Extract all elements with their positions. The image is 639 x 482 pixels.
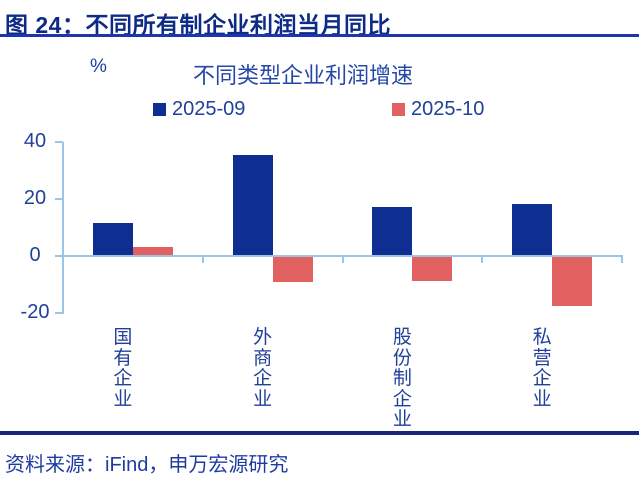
- y-axis-line: [62, 142, 64, 314]
- bar-2025-10-0: [132, 247, 173, 256]
- figure-title: 图 24：不同所有制企业利润当月同比: [5, 12, 391, 38]
- legend-label-2025-09: 2025-09: [172, 98, 246, 120]
- x-axis-tick: [341, 257, 344, 263]
- category-label: 股份制企业: [392, 327, 412, 430]
- bar-2025-09-2: [372, 207, 413, 256]
- y-axis-unit-label: %: [90, 56, 107, 77]
- bottom-rule: [0, 431, 639, 435]
- bar-2025-09-1: [232, 154, 273, 256]
- y-axis-tick: [55, 198, 63, 200]
- y-axis-tick: [55, 141, 63, 143]
- y-tick-label: 20: [23, 187, 47, 209]
- legend-item-2025-10: 2025-10: [392, 98, 484, 121]
- bar-2025-09-0: [92, 222, 133, 256]
- x-axis-tick: [621, 257, 623, 263]
- legend-label-2025-10: 2025-10: [411, 98, 485, 120]
- bar-2025-09-3: [512, 204, 553, 256]
- y-tick-label: 40: [23, 130, 47, 152]
- x-axis-tick: [201, 257, 204, 263]
- category-label: 外商企业: [253, 327, 273, 410]
- title-underline: [0, 34, 639, 37]
- legend-item-2025-09: 2025-09: [153, 98, 245, 121]
- y-axis-tick: [55, 312, 63, 314]
- y-axis-tick: [55, 255, 63, 257]
- category-label: 私营企业: [532, 327, 552, 410]
- bar-2025-10-1: [272, 256, 313, 282]
- x-axis-zero-line: [63, 255, 623, 257]
- category-label: 国有企业: [113, 327, 133, 410]
- source-note: 资料来源：iFind，申万宏源研究: [5, 454, 289, 476]
- x-axis-tick: [481, 257, 484, 263]
- chart-title: 不同类型企业利润增速: [192, 63, 413, 88]
- legend-swatch-red-icon: [392, 103, 405, 116]
- legend-swatch-blue-icon: [153, 103, 166, 116]
- y-tick-label: -20: [20, 301, 50, 323]
- bar-2025-10-2: [412, 256, 453, 282]
- y-tick-label: 0: [29, 244, 41, 266]
- bar-2025-10-3: [552, 256, 593, 306]
